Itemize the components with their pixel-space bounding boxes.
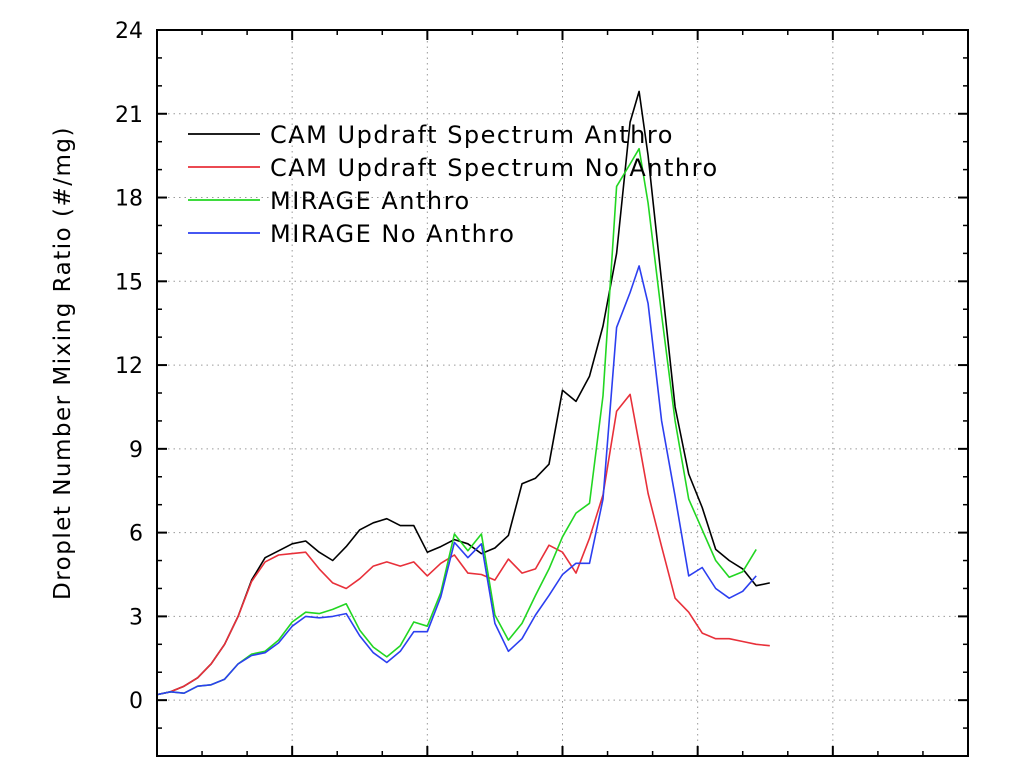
y-tick-label: 6 bbox=[129, 522, 143, 547]
axis-ticks: 0369121518212490S60S30SEQ30N60N90N bbox=[115, 19, 990, 768]
y-tick-label: 9 bbox=[129, 438, 143, 463]
y-axis-label: Droplet Number Mixing Ratio (#/mg) bbox=[50, 126, 76, 600]
y-tick-label: 24 bbox=[115, 19, 143, 44]
y-tick-label: 12 bbox=[115, 354, 143, 379]
legend-label: MIRAGE No Anthro bbox=[270, 220, 515, 248]
y-tick-label: 18 bbox=[115, 187, 143, 212]
series-lines bbox=[156, 90, 770, 696]
series-line-3 bbox=[156, 147, 757, 696]
legend-label: CAM Updraft Spectrum No Anthro bbox=[270, 154, 719, 182]
legend-label: MIRAGE Anthro bbox=[270, 187, 471, 215]
series-line-4 bbox=[156, 265, 757, 696]
y-tick-label: 0 bbox=[129, 689, 143, 714]
y-tick-label: 3 bbox=[129, 605, 143, 630]
series-line-2 bbox=[156, 393, 770, 696]
legend-label: CAM Updraft Spectrum Anthro bbox=[270, 121, 674, 149]
y-tick-label: 21 bbox=[115, 103, 143, 128]
series-line-1 bbox=[156, 90, 770, 696]
legend: CAM Updraft Spectrum Anthro CAM Updraft S… bbox=[188, 121, 719, 248]
y-tick-label: 15 bbox=[115, 270, 143, 295]
